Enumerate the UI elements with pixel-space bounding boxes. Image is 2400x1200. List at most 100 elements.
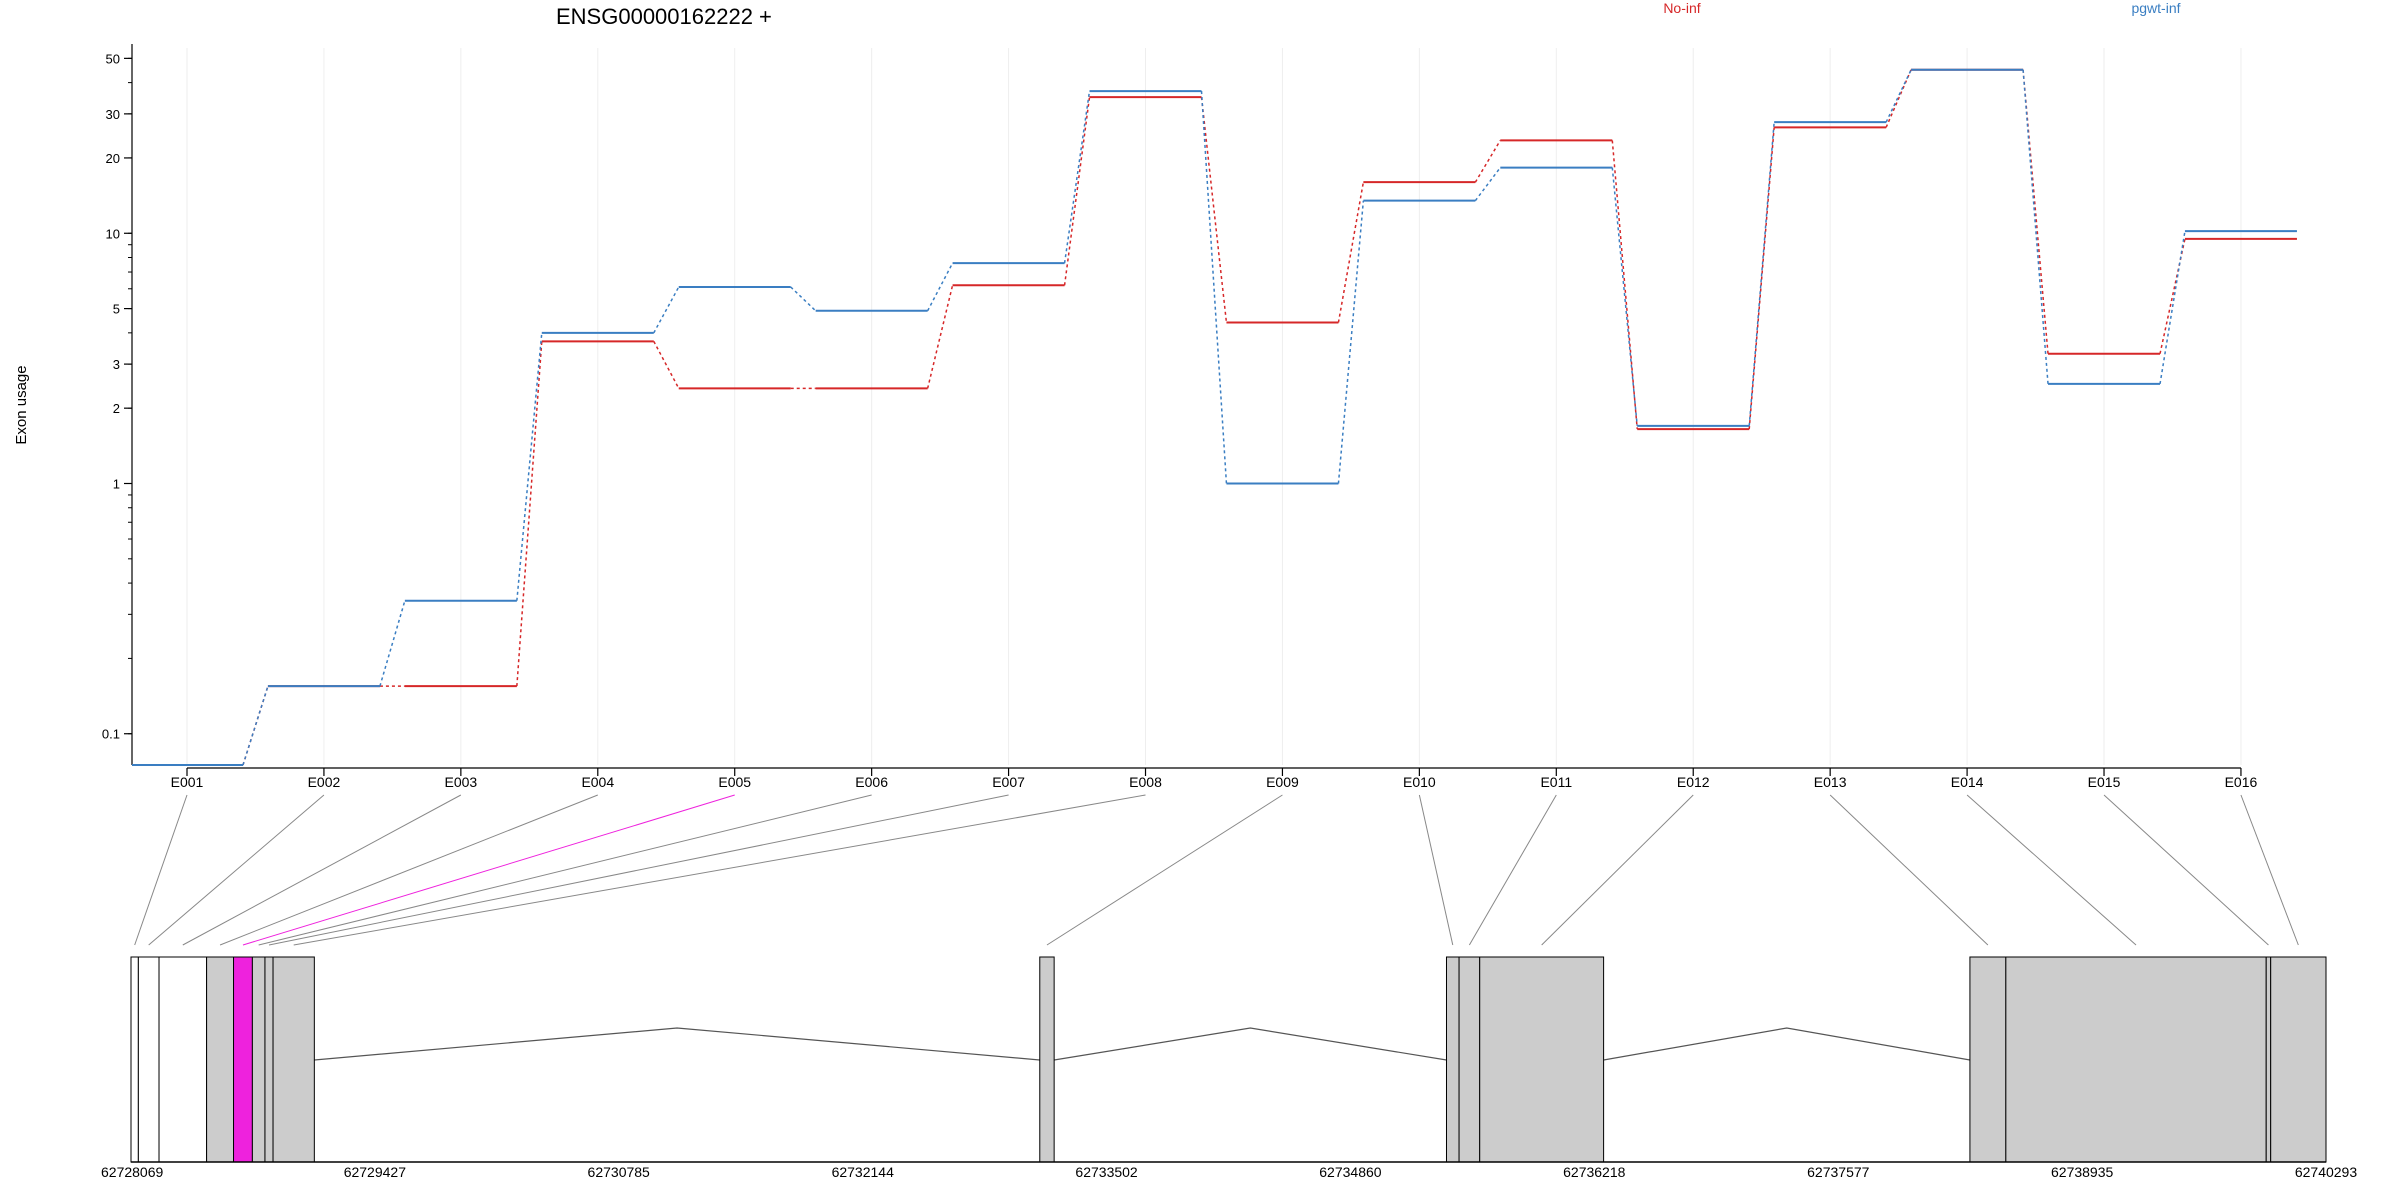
exon-box-e013: [1969, 956, 2007, 1163]
legend-item-no-inf: No-inf: [1663, 0, 1700, 16]
grid: [186, 48, 2242, 765]
connector-e003: [182, 794, 462, 946]
y-tick-label: 5: [113, 302, 120, 317]
connector-e008: [293, 794, 1146, 946]
intron: [1603, 1027, 1971, 1061]
connector-no-inf: [1611, 140, 1638, 430]
exon-box-e008: [272, 956, 315, 1163]
exon-box-e006: [251, 956, 266, 1163]
connector-pgwt-inf: [1748, 122, 1775, 426]
coordinate-label: 62729427: [344, 1164, 407, 1180]
connector-e001: [134, 794, 188, 946]
connector-e005: [242, 794, 735, 946]
y-tick-label: 3: [113, 357, 120, 372]
y-tick-label: 0.1: [102, 727, 120, 742]
coordinate-label: 62732144: [832, 1164, 895, 1180]
connector-pgwt-inf: [2022, 69, 2049, 384]
connector-no-inf: [653, 340, 680, 389]
exon-box-e015: [2265, 956, 2272, 1163]
connector-no-inf: [1063, 97, 1091, 286]
x-axis: E001 E002 E003 E004 E005 E006 E007 E008 E009 E010…: [171, 767, 2258, 790]
connector-e014: [1966, 794, 2137, 946]
series-pgwt-inf: [132, 68, 2297, 766]
connector-pgwt-inf: [1611, 167, 1638, 426]
intron: [314, 1027, 1040, 1061]
connector-e016: [2240, 794, 2299, 946]
legend-item-pgwt-inf: pgwt-inf: [2131, 0, 2180, 16]
x-tick-label-e003: E003: [445, 774, 478, 790]
y-axis: 0.1 1 2 3 5 10 20 30 50: [102, 44, 133, 765]
connector-pgwt-inf: [1200, 91, 1228, 484]
exon-box-e012: [1479, 956, 1605, 1163]
x-tick-label-e009: E009: [1266, 774, 1299, 790]
coordinate-label: 62737577: [1807, 1164, 1870, 1180]
connector-no-inf: [2159, 238, 2186, 354]
exon-box-e009: [1039, 956, 1055, 1163]
y-tick-label: 2: [113, 401, 120, 416]
y-tick-label: 10: [106, 226, 120, 241]
x-tick-label-e012: E012: [1677, 774, 1710, 790]
gene-model: 62728069 62729427 62730785 62732144 62733502…: [101, 956, 2358, 1180]
y-tick-label: 50: [106, 51, 120, 66]
connector-e010: [1418, 794, 1454, 946]
connector-pgwt-inf: [1337, 200, 1365, 484]
x-tick-label-e001: E001: [171, 774, 204, 790]
exon-box-e007: [264, 956, 274, 1163]
connector-no-inf: [1337, 182, 1365, 323]
x-tick-label-e002: E002: [308, 774, 341, 790]
connector-pgwt-inf: [242, 685, 269, 766]
intron: [1054, 1027, 1447, 1061]
y-tick-label: 30: [106, 107, 120, 122]
exon-box-e003: [158, 956, 208, 1163]
exon-box-e001: [130, 956, 139, 1163]
series-layer: [132, 68, 2297, 766]
coordinate-label: 62738935: [2051, 1164, 2114, 1180]
connector-e004: [219, 794, 598, 946]
connector-e006: [258, 794, 872, 946]
exon-box-e014: [2005, 956, 2267, 1163]
chart-title: ENSG00000162222 +: [556, 4, 772, 29]
exon-box-e010: [1445, 956, 1460, 1163]
exon-box-e016: [2270, 956, 2327, 1163]
connector-pgwt-inf: [653, 286, 680, 334]
coordinate-label: 62736218: [1563, 1164, 1626, 1180]
coordinate-label: 62740293: [2295, 1164, 2358, 1180]
y-axis-label: Exon usage: [13, 365, 30, 444]
connector-pgwt-inf: [926, 262, 954, 312]
series-no-inf: [132, 68, 2297, 766]
connector-pgwt-inf: [1474, 167, 1501, 202]
connector-e015: [2103, 794, 2269, 946]
connector-e009: [1046, 794, 1283, 946]
legend: No-inf pgwt-inf: [1663, 0, 2180, 16]
exon-box-e011: [1458, 956, 1481, 1163]
connector-no-inf: [1200, 97, 1228, 323]
x-tick-label-e016: E016: [2225, 774, 2258, 790]
x-tick-label-e006: E006: [855, 774, 888, 790]
coordinate-label: 62734860: [1319, 1164, 1382, 1180]
x-tick-label-e015: E015: [2088, 774, 2121, 790]
connector-pgwt-inf: [2159, 230, 2186, 385]
coordinate-label: 62730785: [588, 1164, 651, 1180]
connector-no-inf: [1748, 127, 1775, 430]
connector-e007: [268, 794, 1009, 946]
x-tick-label-e010: E010: [1403, 774, 1436, 790]
exon-connectors: [134, 794, 2299, 946]
x-tick-label-e014: E014: [1951, 774, 1984, 790]
connector-no-inf: [926, 285, 954, 389]
connector-no-inf: [1885, 69, 1912, 128]
x-tick-label-e007: E007: [992, 774, 1025, 790]
exon-box-e004: [206, 956, 235, 1163]
exon-box-e002: [137, 956, 160, 1163]
connector-pgwt-inf: [1885, 69, 1912, 123]
connector-pgwt-inf: [1063, 90, 1091, 264]
connector-no-inf: [516, 341, 543, 687]
connector-e002: [148, 794, 325, 946]
connector-e013: [1829, 794, 1989, 946]
connector-no-inf: [1474, 140, 1501, 183]
x-tick-label-e013: E013: [1814, 774, 1847, 790]
x-tick-label-e011: E011: [1540, 774, 1572, 790]
connector-pgwt-inf: [379, 600, 406, 687]
connector-pgwt-inf: [790, 286, 817, 312]
connector-e011: [1468, 794, 1557, 946]
